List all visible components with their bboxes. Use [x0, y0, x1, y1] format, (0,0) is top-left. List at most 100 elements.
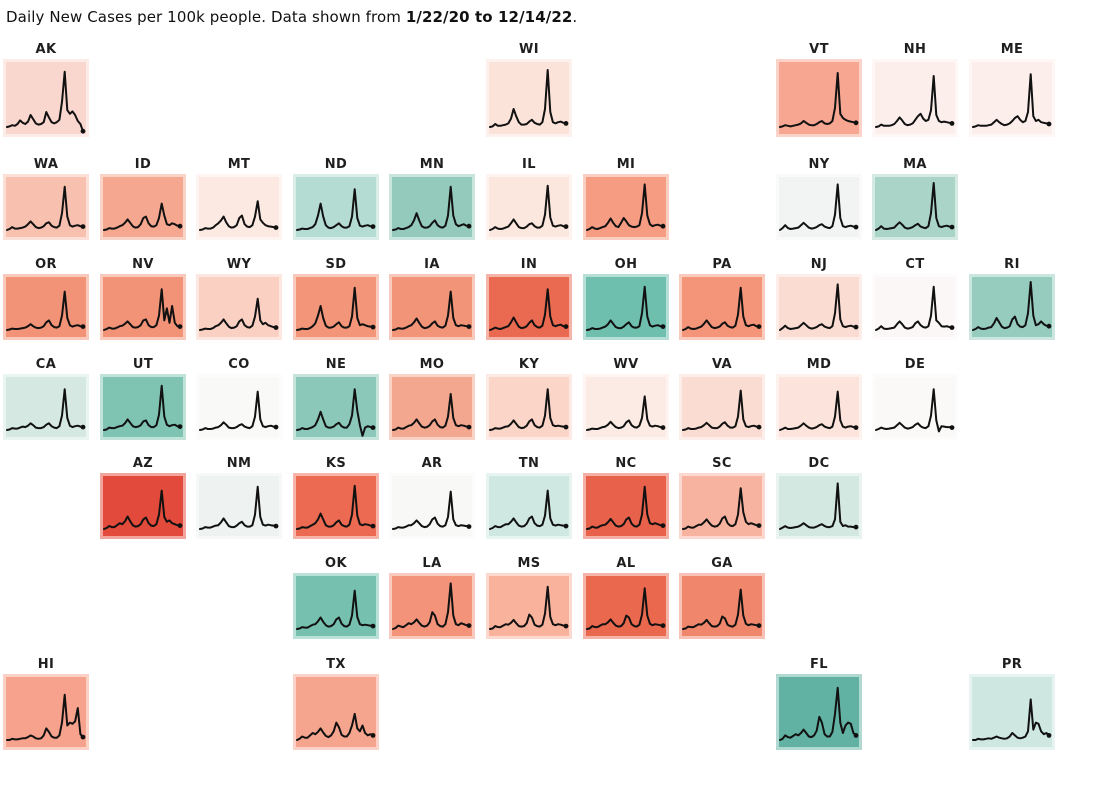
sparkline-OR: [6, 290, 86, 331]
sparkline-IL: [489, 184, 569, 231]
state-label-OR: OR: [35, 257, 57, 272]
sparkline-FL: [779, 686, 859, 741]
state-tile-KY: KY: [486, 357, 572, 440]
sparkline-UT: [103, 384, 183, 431]
sparkline-plot-WA: [3, 174, 89, 240]
sparkline-end-dot-AZ: [177, 523, 183, 528]
sparkline-plot-WY: [196, 274, 282, 340]
sparkline-ID: [103, 202, 183, 231]
sparkline-plot-KY: [486, 374, 572, 440]
state-label-LA: LA: [422, 556, 442, 571]
sparkline-end-dot-OR: [80, 324, 86, 329]
state-label-DE: DE: [904, 357, 926, 372]
state-tile-ID: ID: [100, 157, 186, 240]
state-label-TN: TN: [518, 456, 540, 471]
page-title-suffix: .: [572, 8, 578, 26]
state-tile-ME: ME: [969, 42, 1055, 137]
state-label-ND: ND: [324, 157, 348, 172]
sparkline-end-dot-AR: [466, 524, 472, 529]
sparkline-plot-GA: [679, 573, 765, 639]
sparkline-end-dot-KS: [370, 523, 376, 529]
sparkline-plot-KS: [293, 473, 379, 539]
sparkline-NE: [296, 388, 376, 437]
sparkline-MA: [875, 182, 955, 231]
sparkline-CT: [875, 285, 955, 331]
sparkline-plot-NJ: [776, 274, 862, 340]
state-label-MT: MT: [227, 157, 251, 172]
state-tile-AL: AL: [583, 556, 669, 639]
sparkline-plot-DE: [872, 374, 958, 440]
sparkline-IN: [489, 288, 569, 331]
state-label-CO: CO: [228, 357, 250, 372]
state-label-MD: MD: [806, 357, 832, 372]
state-tile-CO: CO: [196, 357, 282, 440]
sparkline-end-dot-MI: [660, 223, 666, 229]
sparkline-NY: [779, 183, 859, 231]
state-tile-VA: VA: [679, 357, 765, 440]
sparkline-end-dot-WI: [563, 121, 569, 126]
sparkline-WA: [6, 185, 86, 231]
sparkline-end-dot-MD: [853, 425, 859, 430]
state-tile-IN: IN: [486, 257, 572, 340]
state-label-AL: AL: [616, 556, 636, 571]
sparkline-NJ: [779, 283, 859, 331]
sparkline-end-dot-OH: [660, 324, 666, 329]
sparkline-end-dot-FL: [853, 733, 859, 738]
state-label-WV: WV: [613, 357, 639, 372]
state-tile-CT: CT: [872, 257, 958, 340]
sparkline-plot-ND: [293, 174, 379, 240]
state-label-PR: PR: [1001, 657, 1023, 672]
sparkline-end-dot-WA: [80, 224, 86, 229]
sparkline-OH: [586, 285, 666, 331]
sparkline-end-dot-WY: [273, 325, 279, 330]
state-label-DC: DC: [808, 456, 830, 471]
sparkline-MI: [586, 183, 666, 231]
state-tile-FL: FL: [776, 657, 862, 750]
sparkline-NH: [875, 75, 955, 128]
state-label-NC: NC: [615, 456, 637, 471]
sparkline-VT: [779, 72, 859, 128]
state-tile-VT: VT: [776, 42, 862, 137]
sparkline-end-dot-UT: [177, 424, 183, 429]
page-title: Daily New Cases per 100k people. Data sh…: [6, 8, 577, 26]
sparkline-plot-WI: [486, 59, 572, 137]
sparkline-end-dot-IA: [466, 324, 472, 329]
sparkline-plot-MN: [389, 174, 475, 240]
sparkline-IA: [392, 290, 472, 331]
sparkline-RI: [972, 281, 1052, 331]
sparkline-plot-VT: [776, 59, 862, 137]
state-tile-LA: LA: [389, 556, 475, 639]
sparkline-PA: [682, 286, 762, 331]
sparkline-end-dot-PA: [756, 324, 762, 329]
sparkline-plot-TN: [486, 473, 572, 539]
sparkline-plot-MI: [583, 174, 669, 240]
state-tile-PR: PR: [969, 657, 1055, 750]
sparkline-end-dot-LA: [466, 623, 472, 628]
sparkline-plot-WV: [583, 374, 669, 440]
sparkline-plot-ID: [100, 174, 186, 240]
sparkline-plot-NV: [100, 274, 186, 340]
sparkline-SC: [682, 487, 762, 530]
sparkline-WY: [199, 297, 279, 331]
sparkline-plot-IA: [389, 274, 475, 340]
state-label-NE: NE: [325, 357, 347, 372]
state-label-OH: OH: [614, 257, 638, 272]
sparkline-end-dot-TN: [563, 523, 569, 529]
state-tile-MD: MD: [776, 357, 862, 440]
sparkline-end-dot-OK: [370, 623, 376, 629]
sparkline-DC: [779, 482, 859, 530]
state-tile-IL: IL: [486, 157, 572, 240]
state-tile-NV: NV: [100, 257, 186, 340]
sparkline-OK: [296, 589, 376, 630]
state-label-MS: MS: [517, 556, 541, 571]
sparkline-KY: [489, 388, 569, 431]
state-tile-UT: UT: [100, 357, 186, 440]
sparkline-plot-TX: [293, 674, 379, 750]
sparkline-plot-MT: [196, 174, 282, 240]
sparkline-plot-NH: [872, 59, 958, 137]
sparkline-SD: [296, 286, 376, 331]
sparkline-plot-AR: [389, 473, 475, 539]
state-label-AR: AR: [421, 456, 443, 471]
sparkline-ND: [296, 188, 376, 231]
sparkline-TX: [296, 712, 376, 741]
